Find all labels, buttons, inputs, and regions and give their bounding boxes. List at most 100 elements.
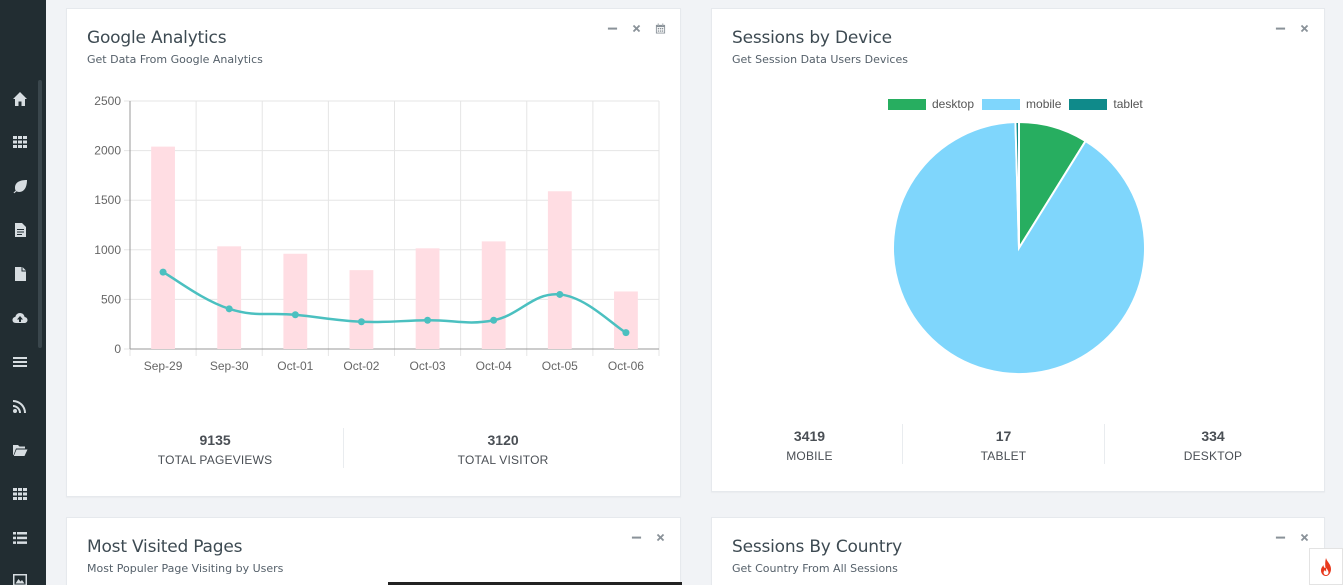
most-visited-pages-card: Most Visited Pages Most Populer Page Vis… — [66, 517, 681, 585]
file-icon[interactable] — [11, 265, 29, 283]
legend-item[interactable]: desktop — [888, 97, 974, 111]
card-subtitle: Get Country From All Sessions — [732, 562, 898, 575]
close-icon[interactable] — [1298, 530, 1310, 544]
stat-total-pageviews: 9135 TOTAL PAGEVIEWS — [87, 428, 345, 468]
minimize-icon[interactable] — [1274, 530, 1286, 544]
bar[interactable] — [283, 253, 308, 349]
bar[interactable] — [151, 146, 175, 349]
legend-swatch — [982, 98, 1021, 110]
legend-label: mobile — [1026, 97, 1062, 111]
legend-item[interactable]: tablet — [1069, 97, 1143, 111]
stat-value: 3419 — [793, 428, 826, 444]
card-subtitle: Most Populer Page Visiting by Users — [87, 562, 284, 575]
bar[interactable] — [415, 248, 440, 349]
sessions-by-device-card: Sessions by Device Get Session Data User… — [711, 8, 1325, 492]
card-title: Most Visited Pages — [87, 537, 243, 557]
card-subtitle: Get Data From Google Analytics — [87, 53, 263, 66]
x-tick-label: Oct-01 — [277, 359, 313, 373]
stat-value: 17 — [995, 428, 1012, 444]
cloud-upload-icon[interactable] — [11, 309, 29, 327]
file-text-icon[interactable] — [11, 221, 29, 239]
bar[interactable] — [481, 241, 506, 349]
card-subtitle: Get Session Data Users Devices — [732, 53, 908, 66]
apps-icon[interactable] — [11, 133, 29, 151]
stat-value: 9135 — [199, 432, 231, 448]
grid-icon[interactable] — [11, 485, 29, 503]
leaf-icon[interactable] — [11, 177, 29, 195]
line-point[interactable] — [490, 316, 498, 324]
google-analytics-card: Google Analytics Get Data From Google An… — [66, 8, 681, 497]
pie-legend: desktop mobile tablet — [888, 97, 1143, 111]
stat-total-visitor: 3120 TOTAL VISITOR — [344, 428, 662, 468]
x-tick-label: Oct-03 — [410, 359, 446, 373]
close-icon[interactable] — [1298, 21, 1310, 35]
line-point[interactable] — [622, 329, 630, 337]
rss-icon[interactable] — [11, 397, 29, 415]
bar[interactable] — [349, 270, 374, 349]
card-tools — [1274, 21, 1310, 35]
horizontal-scrollbar[interactable] — [388, 582, 682, 585]
calendar-icon[interactable] — [654, 21, 666, 35]
x-tick-label: Oct-05 — [542, 359, 578, 373]
stat-value: 334 — [1201, 428, 1225, 444]
stat-mobile: 3419 MOBILE — [717, 424, 903, 464]
bar[interactable] — [614, 291, 638, 349]
legend-item[interactable]: mobile — [982, 97, 1061, 111]
stat-value: 3120 — [487, 432, 519, 448]
series-line — [162, 271, 627, 334]
y-tick-label: 500 — [101, 292, 121, 306]
y-tick-label: 2000 — [94, 144, 121, 158]
sidebar — [0, 0, 46, 585]
bar[interactable] — [547, 191, 572, 349]
stat-label: TOTAL VISITOR — [457, 453, 549, 467]
y-tick-label: 1500 — [94, 193, 121, 207]
card-title: Google Analytics — [87, 28, 227, 48]
line-point[interactable] — [225, 305, 233, 313]
close-icon[interactable] — [654, 530, 666, 544]
legend-label: desktop — [932, 97, 975, 111]
stat-label: TABLET — [980, 449, 1027, 463]
card-title: Sessions By Country — [732, 537, 902, 557]
image-icon[interactable] — [11, 571, 29, 585]
sessions-by-country-card: Sessions By Country Get Country From All… — [711, 517, 1325, 585]
pie-slice-tablet[interactable] — [1014, 120, 1020, 249]
minimize-icon[interactable] — [606, 21, 618, 35]
sidebar-scrollbar[interactable] — [38, 80, 42, 348]
folder-open-icon[interactable] — [11, 441, 29, 459]
x-tick-label: Oct-06 — [608, 359, 644, 373]
card-tools — [606, 21, 666, 35]
bar[interactable] — [217, 246, 242, 349]
line-point[interactable] — [159, 268, 167, 276]
line-point[interactable] — [291, 311, 299, 319]
card-title: Sessions by Device — [732, 28, 892, 48]
line-point[interactable] — [556, 290, 564, 298]
framework-logo-button[interactable] — [1309, 548, 1343, 585]
pie-slice-mobile[interactable] — [892, 121, 1146, 375]
analytics-stats: 9135 TOTAL PAGEVIEWS 3120 TOTAL VISITOR — [87, 428, 662, 468]
minimize-icon[interactable] — [630, 530, 642, 544]
stat-desktop: 334 DESKTOP — [1105, 424, 1321, 464]
device-stats: 3419 MOBILE 17 TABLET 334 DESKTOP — [717, 424, 1321, 464]
card-tools — [1274, 530, 1310, 544]
x-tick-label: Oct-02 — [343, 359, 379, 373]
legend-swatch — [1069, 98, 1108, 110]
y-tick-label: 1000 — [94, 243, 121, 257]
legend-label: tablet — [1113, 97, 1143, 111]
x-tick-label: Sep-29 — [144, 359, 183, 373]
list-icon[interactable] — [11, 529, 29, 547]
legend-swatch — [888, 98, 926, 110]
menu-icon[interactable] — [11, 353, 29, 371]
line-point[interactable] — [424, 316, 432, 324]
close-icon[interactable] — [630, 21, 642, 35]
card-tools — [630, 530, 666, 544]
x-tick-label: Sep-30 — [210, 359, 249, 373]
stat-label: MOBILE — [786, 449, 833, 463]
home-icon[interactable] — [11, 90, 29, 108]
line-point[interactable] — [357, 318, 365, 326]
flame-icon — [1321, 557, 1331, 576]
pageviews-chart: 0 500 1000 1500 2000 2500 Sep-29 Sep-30 Oct-01 Oc… — [94, 94, 660, 373]
stat-tablet: 17 TABLET — [903, 424, 1105, 464]
x-tick-label: Oct-04 — [476, 359, 512, 373]
y-tick-label: 2500 — [94, 94, 121, 108]
minimize-icon[interactable] — [1274, 21, 1286, 35]
